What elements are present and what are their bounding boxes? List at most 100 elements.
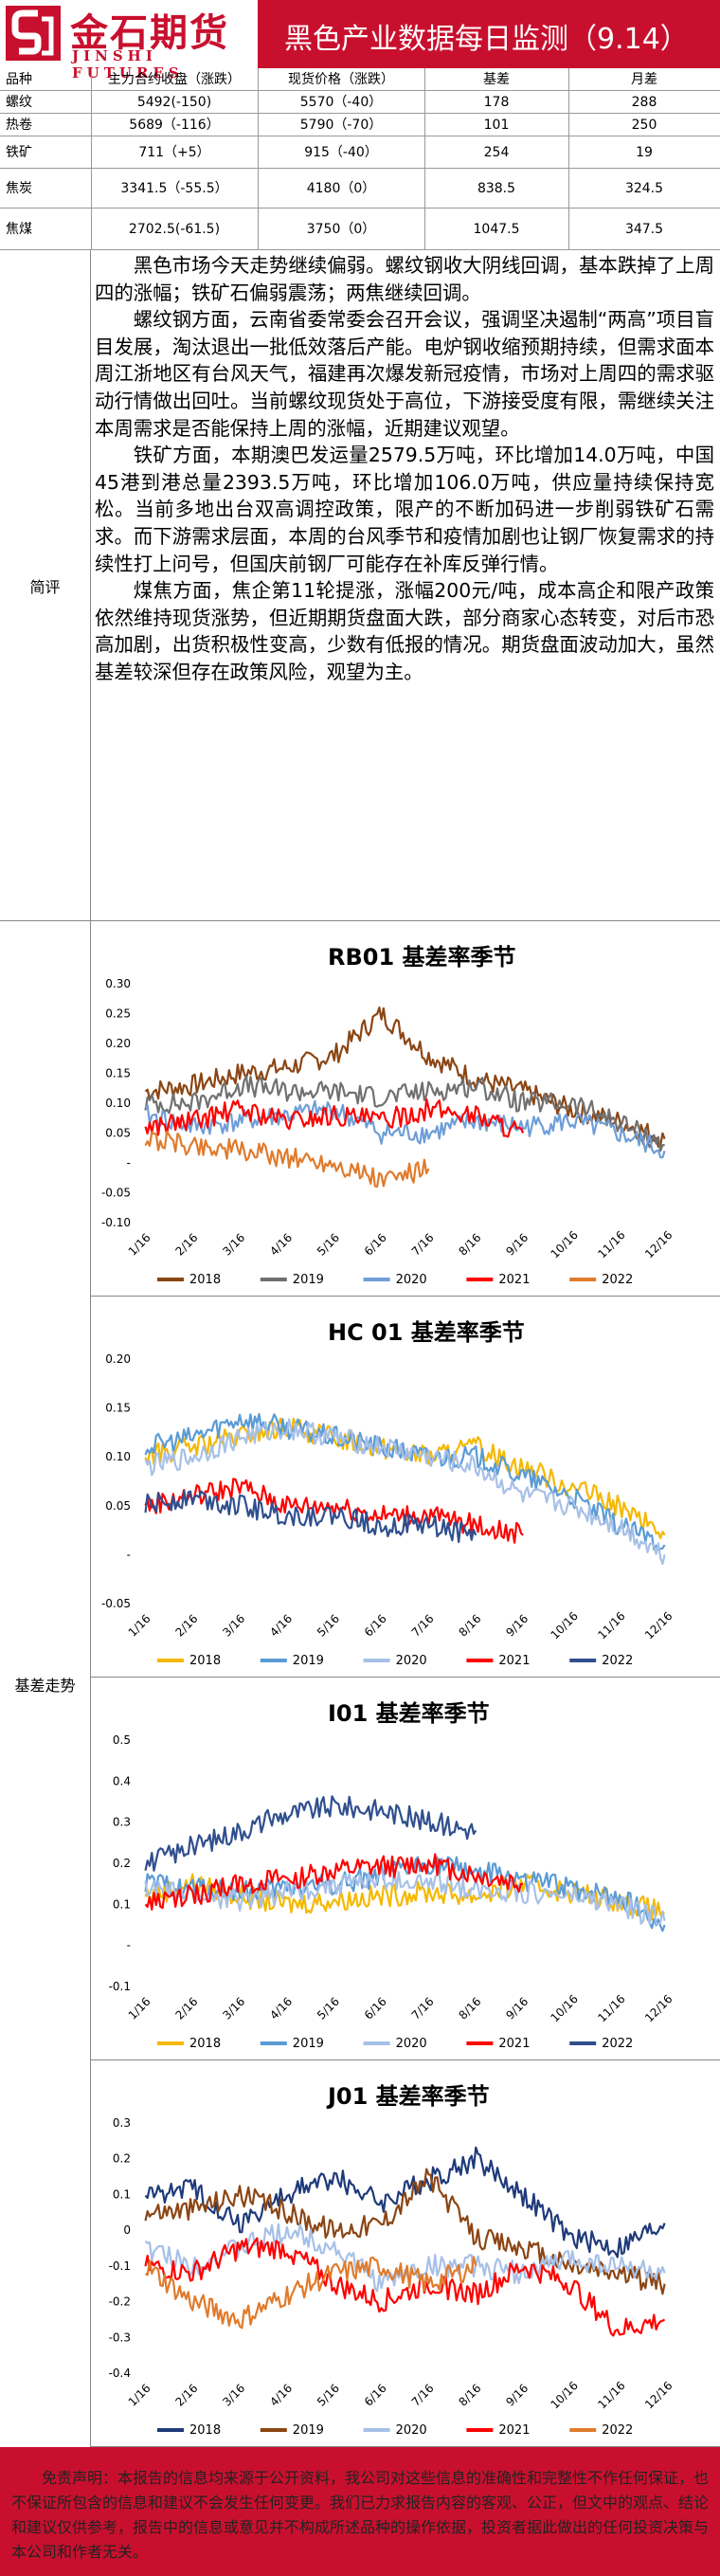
table-cell: 254: [483, 145, 510, 160]
table-cell: 热卷: [6, 118, 32, 133]
table-cell: 4180（0）: [306, 181, 376, 196]
x-tick-label: 12/16: [642, 1228, 675, 1261]
x-tick-label: 9/16: [503, 2382, 531, 2409]
y-tick-label: 0.05: [105, 1499, 131, 1513]
y-tick-label: -0.05: [101, 1597, 131, 1610]
chart-title: I01 基差率季节: [328, 1700, 490, 1727]
y-tick-label: 0.10: [105, 1450, 131, 1463]
legend-label: 2018: [189, 1273, 221, 1287]
table-divider: [91, 68, 92, 250]
chart-svg: J01 基差率季节 0.3 0.2 0.1 0 -0.1 -0.2 -0.3 -0.4 1/16 2…: [109, 2083, 675, 2438]
legend-label: 2019: [293, 1654, 324, 1668]
series-line-2021: [144, 1853, 524, 1911]
y-tick-label: 0.4: [113, 1774, 131, 1787]
chart-hc01: HC 01 基差率季节 0.20 0.15 0.10 0.05 - -0.05 1/16 2/1…: [91, 1297, 720, 1678]
chart-svg: I01 基差率季节 0.5 0.4 0.3 0.2 0.1 - -0.1 1/16 2/16 3/1…: [109, 1700, 675, 2051]
table-cell: 915（-40）: [304, 145, 378, 160]
table-cell: 324.5: [624, 181, 664, 196]
x-tick-label: 10/16: [548, 1609, 580, 1642]
table-divider: [424, 68, 425, 250]
y-tick-label: 0: [123, 2223, 131, 2237]
commentary-label: 简评: [0, 250, 91, 921]
y-tick-label: 0.30: [105, 977, 131, 990]
series-line-2020: [144, 1868, 666, 1926]
y-tick-label: -0.4: [109, 2367, 131, 2380]
x-tick-label: 5/16: [315, 1995, 342, 2023]
x-tick-label: 2/16: [173, 1995, 201, 2023]
y-tick-label: -0.2: [109, 2295, 131, 2309]
table-cell: 250: [631, 118, 657, 133]
x-tick-label: 8/16: [457, 1231, 484, 1259]
x-tick-label: 4/16: [267, 1995, 295, 2023]
x-tick-label: 8/16: [457, 1995, 484, 2023]
series-line-2018: [144, 2146, 666, 2259]
series-line-2022: [144, 1490, 477, 1544]
x-tick-label: 1/16: [126, 1995, 153, 2023]
table-cell: 19: [636, 145, 653, 160]
y-tick-label: 0.15: [105, 1067, 131, 1080]
x-tick-label: 10/16: [548, 1228, 580, 1261]
series-line-2019: [144, 2168, 666, 2295]
legend-label: 2018: [189, 2037, 221, 2051]
x-tick-label: 3/16: [220, 2382, 247, 2409]
chart-i01: I01 基差率季节 0.5 0.4 0.3 0.2 0.1 - -0.1 1/16 2/16 3/1…: [91, 1678, 720, 2060]
table-row: 螺纹 5492(-150) 5570（-40） 178 288: [0, 91, 720, 114]
y-tick-label: -0.3: [109, 2331, 131, 2344]
legend-label: 2021: [498, 2423, 530, 2438]
x-tick-label: 12/16: [642, 1992, 675, 2024]
table-cell: 5570（-40）: [299, 95, 383, 110]
disclaimer: 免责声明：本报告的信息均来源于公开资料，我公司对这些信息的准确性和完整性不作任何…: [0, 2447, 720, 2576]
y-tick-label: 0.2: [113, 1857, 131, 1870]
series-line-2020: [144, 2222, 666, 2293]
y-tick-label: 0.10: [105, 1097, 131, 1110]
table-header-cell: 基差: [483, 72, 510, 87]
x-tick-label: 9/16: [503, 1995, 531, 2023]
x-tick-label: 8/16: [457, 1612, 484, 1640]
x-tick-label: 2/16: [173, 1612, 201, 1640]
x-tick-label: 9/16: [503, 1612, 531, 1640]
x-tick-label: 11/16: [595, 1992, 627, 2024]
commentary-paragraph: 铁矿方面，本期澳巴发运量2579.5万吨，环比增加14.0万吨，中国45港到港总…: [95, 444, 714, 575]
chart-j01: J01 基差率季节 0.3 0.2 0.1 0 -0.1 -0.2 -0.3 -0.4 1/16 2…: [91, 2060, 720, 2447]
commentary-body: 黑色市场今天走势继续偏弱。螺纹钢收大阴线回调，基本跌掉了上周四的涨幅；铁矿石偏弱…: [95, 252, 714, 686]
table-row: 铁矿 711（+5） 915（-40） 254 19: [0, 136, 720, 169]
x-tick-label: 3/16: [220, 1995, 247, 2023]
y-tick-label: 0.1: [113, 2187, 131, 2201]
table-cell: 2702.5(-61.5): [128, 222, 221, 237]
x-tick-label: 6/16: [362, 2382, 389, 2409]
x-tick-label: 4/16: [267, 1231, 295, 1259]
table-cell: 焦炭: [6, 181, 32, 196]
x-tick-label: 10/16: [548, 1992, 580, 2024]
table-header-cell: 品种: [6, 72, 32, 87]
commentary-paragraph: 煤焦方面，焦企第11轮提涨，涨幅200元/吨，成本高企和限产政策依然维持现货涨势…: [95, 579, 714, 683]
x-tick-label: 5/16: [315, 1612, 342, 1640]
x-tick-label: 7/16: [409, 2382, 437, 2409]
table-cell: 1047.5: [473, 222, 520, 237]
y-tick-label: -0.10: [101, 1216, 131, 1229]
series-line-2020: [144, 1418, 666, 1566]
basis-trend-label: 基差走势: [0, 921, 91, 2447]
table-cell: 3750（0）: [306, 222, 376, 237]
y-tick-label: 0.20: [105, 1352, 131, 1366]
y-tick-label: -0.1: [109, 2259, 131, 2273]
legend-label: 2022: [602, 2037, 633, 2051]
legend-label: 2022: [602, 2423, 633, 2438]
series-line-2020: [144, 1099, 666, 1159]
y-tick-label: -0.1: [109, 1980, 131, 1993]
table-cell: 5689（-116）: [129, 118, 220, 133]
series-line-2022: [144, 2256, 477, 2330]
table-cell: 铁矿: [6, 145, 32, 160]
x-tick-label: 4/16: [267, 2382, 295, 2409]
x-tick-label: 6/16: [362, 1612, 389, 1640]
legend-label: 2019: [293, 2423, 324, 2438]
x-tick-label: 8/16: [457, 2382, 484, 2409]
table-divider: [568, 68, 569, 250]
x-tick-label: 10/16: [548, 2379, 580, 2411]
y-tick-label: 0.3: [113, 1816, 131, 1829]
x-tick-label: 5/16: [315, 1231, 342, 1259]
y-tick-label: 0.25: [105, 1007, 131, 1021]
chart-title: J01 基差率季节: [326, 2083, 490, 2110]
x-tick-label: 3/16: [220, 1612, 247, 1640]
x-tick-label: 1/16: [126, 1231, 153, 1259]
legend-label: 2021: [498, 1654, 530, 1668]
